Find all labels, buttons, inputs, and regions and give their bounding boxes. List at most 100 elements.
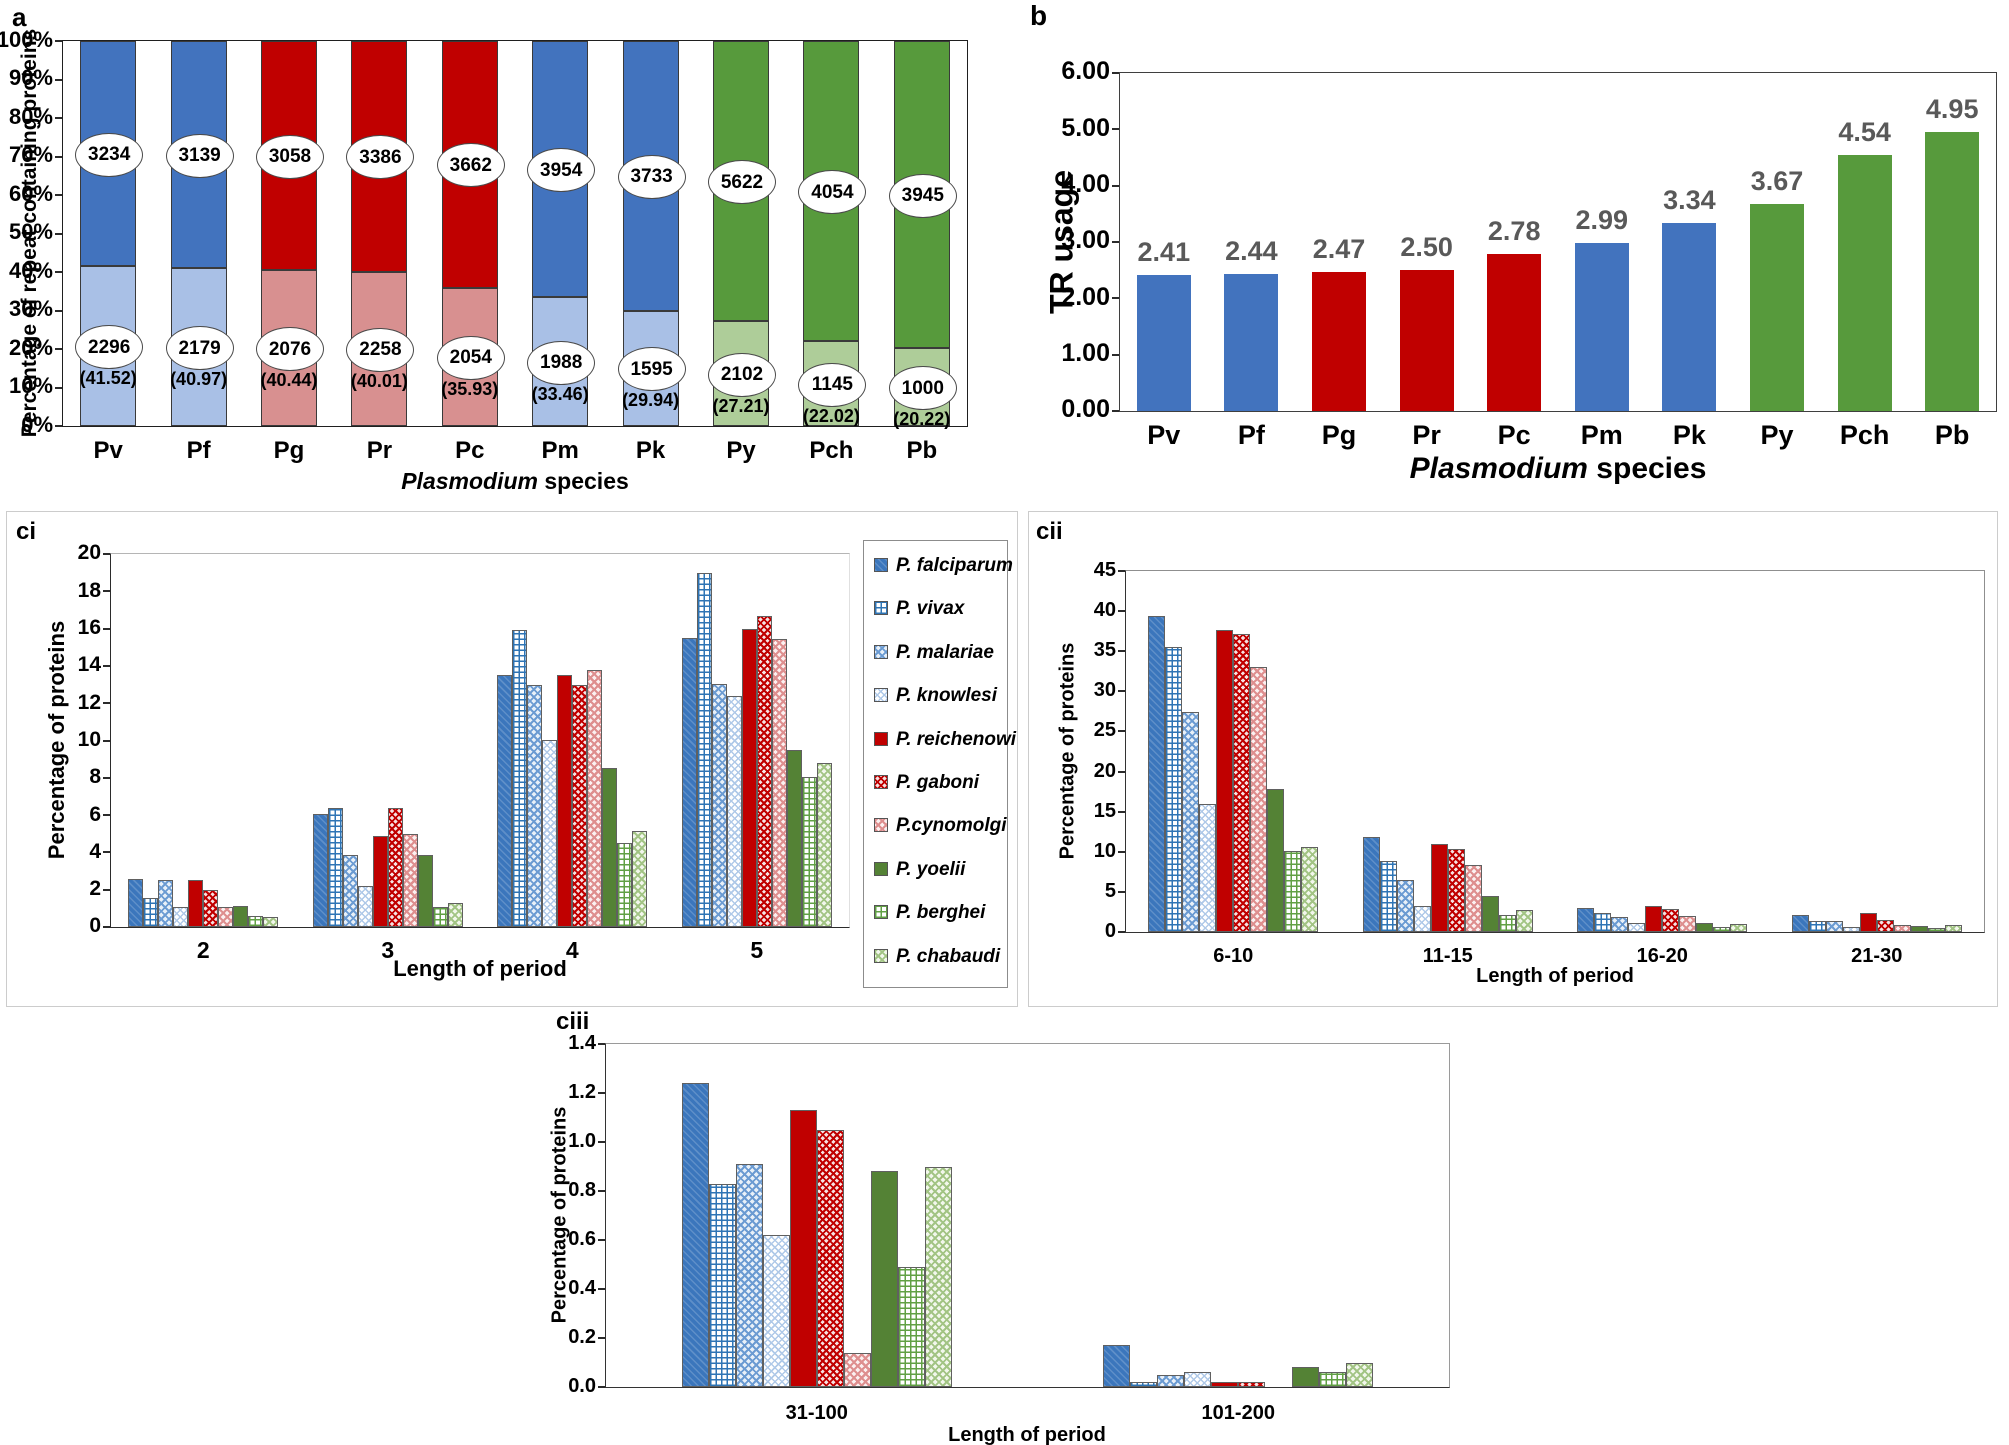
x-category-label: Pv bbox=[93, 437, 123, 464]
bar-red-solid bbox=[741, 628, 757, 927]
bar-red-solid bbox=[1859, 913, 1877, 932]
bar-red-grid bbox=[1876, 920, 1894, 932]
bar-blue-check bbox=[1611, 916, 1629, 932]
panel-ciii-x-axis-title: Length of period bbox=[948, 1424, 1106, 1445]
count-oval: 1145 bbox=[798, 362, 867, 407]
bar-blue-dots bbox=[726, 695, 742, 927]
bar-blue-dots bbox=[357, 885, 373, 927]
bar-green-check bbox=[924, 1166, 952, 1387]
count-oval: 3733 bbox=[617, 154, 686, 199]
y-tick-label: 50% bbox=[8, 219, 53, 245]
y-tick-label: 20% bbox=[8, 334, 53, 360]
x-category-label: Pg bbox=[1321, 420, 1357, 450]
count-oval: 2258 bbox=[346, 327, 415, 372]
pct-label: (40.97) bbox=[170, 369, 228, 390]
y-tick-mark bbox=[55, 155, 62, 158]
bar-blue-check bbox=[342, 855, 358, 927]
y-tick-label: 0.00 bbox=[1061, 395, 1110, 424]
x-category-label: Pg bbox=[273, 437, 305, 464]
value-label: 2.41 bbox=[1137, 237, 1191, 268]
count-oval: 2054 bbox=[436, 335, 505, 380]
legend-label: P. knowlesi bbox=[896, 685, 998, 707]
y-tick-label: 60% bbox=[8, 180, 53, 206]
bar-green-solid bbox=[233, 905, 249, 927]
bar-red-solid bbox=[1211, 1382, 1239, 1387]
y-tick-label: 90% bbox=[8, 65, 53, 91]
x-category-label: Pm bbox=[1580, 420, 1623, 450]
value-label: 2.44 bbox=[1225, 235, 1278, 266]
legend-label: P. falciparum bbox=[896, 555, 1013, 576]
bar-red-grid bbox=[816, 1129, 844, 1387]
y-tick-mark bbox=[1118, 850, 1125, 853]
y-tick-mark bbox=[1118, 810, 1125, 813]
bar-green-solid bbox=[1910, 925, 1928, 932]
y-tick-mark bbox=[598, 1239, 605, 1241]
legend-label: P. yoelii bbox=[896, 858, 966, 880]
legend-swatch bbox=[874, 818, 888, 833]
y-tick-label: 80% bbox=[8, 103, 53, 129]
y-tick-mark bbox=[55, 386, 62, 389]
panel-cii-plot-area: 6-10 11-15 16-20 21-30 0 5 10 15 20 25 30 35 40 45 bbox=[1094, 560, 1985, 966]
x-category-label: Py bbox=[726, 437, 756, 464]
bar-green-solid bbox=[1267, 789, 1285, 932]
bar-blue-grid bbox=[512, 629, 528, 927]
bar-red-grid bbox=[1238, 1382, 1266, 1387]
bar-blue-dots bbox=[1842, 926, 1860, 932]
y-tick-label: 18 bbox=[77, 578, 101, 602]
legend-label: P. chabaudi bbox=[896, 945, 1001, 967]
legend-swatch bbox=[874, 558, 888, 572]
bar-red-check bbox=[1250, 667, 1268, 932]
y-tick-mark bbox=[1118, 730, 1125, 733]
bar-red-grid bbox=[387, 807, 403, 927]
bar-green-grid bbox=[248, 915, 264, 927]
x-category-label: 16-20 bbox=[1636, 945, 1688, 967]
y-tick-mark bbox=[1118, 890, 1125, 893]
bar-red-check bbox=[771, 638, 787, 927]
bar-blue-check bbox=[735, 1164, 763, 1387]
bar-green-grid bbox=[1927, 928, 1945, 932]
y-tick-mark bbox=[1118, 931, 1125, 933]
y-tick-mark bbox=[55, 348, 62, 350]
count-oval: 3234 bbox=[75, 132, 144, 177]
y-tick-mark bbox=[1118, 650, 1125, 653]
value-label: 3.67 bbox=[1750, 166, 1804, 197]
y-tick-mark bbox=[1112, 184, 1119, 187]
y-tick-mark bbox=[1112, 241, 1119, 243]
bar-blue-check bbox=[711, 683, 727, 927]
y-tick-mark bbox=[598, 1337, 605, 1339]
y-tick-label: 2.00 bbox=[1061, 282, 1110, 311]
y-tick-mark bbox=[103, 702, 110, 705]
y-tick-label: 16 bbox=[77, 616, 101, 640]
bar bbox=[1399, 270, 1454, 411]
bar-red-grid bbox=[1662, 909, 1680, 932]
bar-blue-grid bbox=[696, 572, 712, 927]
count-oval: 3945 bbox=[888, 173, 957, 218]
y-tick-label: 15 bbox=[1093, 799, 1116, 822]
y-tick-label: 20 bbox=[77, 541, 101, 565]
legend-swatch bbox=[874, 601, 888, 616]
bar-blue-grid bbox=[1594, 912, 1612, 932]
legend-swatch bbox=[874, 775, 888, 789]
count-oval: 3662 bbox=[436, 143, 505, 188]
bar-blue-dots bbox=[1199, 803, 1217, 932]
panel-ciii-plot-area: 31-100 101-200 0.0 0.2 0.4 0.6 0.8 1.0 1.2 1.4 bbox=[568, 1033, 1450, 1423]
y-tick-label: 10 bbox=[77, 727, 101, 751]
x-category-label: 31-100 bbox=[785, 1402, 848, 1424]
bar-blue-grid bbox=[1165, 647, 1183, 932]
y-tick-label: 1.2 bbox=[568, 1081, 596, 1103]
pct-label: (27.21) bbox=[712, 395, 770, 416]
x-category-label: 4 bbox=[565, 937, 579, 963]
y-tick-label: 100% bbox=[0, 26, 53, 52]
y-tick-label: 3.00 bbox=[1061, 226, 1110, 255]
y-tick-mark bbox=[1112, 353, 1119, 356]
legend-label: P.cynomolgi bbox=[896, 815, 1007, 837]
y-tick-mark bbox=[1112, 128, 1119, 131]
bar-green-solid bbox=[786, 749, 802, 927]
y-tick-mark bbox=[1118, 690, 1125, 693]
bar-blue-grid bbox=[143, 898, 159, 927]
legend-swatch bbox=[874, 688, 888, 703]
count-oval: 3139 bbox=[165, 133, 234, 178]
x-category-label: Pk bbox=[635, 437, 666, 464]
bar-green-solid bbox=[1481, 895, 1499, 932]
bar-red-solid bbox=[372, 835, 388, 927]
